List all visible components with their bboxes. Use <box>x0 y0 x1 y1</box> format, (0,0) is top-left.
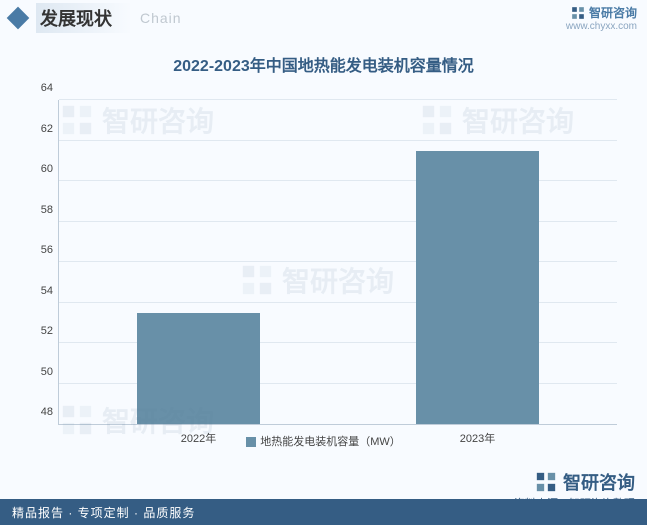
section-title: 发展现状 <box>36 3 132 33</box>
brand-bottom: 智研咨询 <box>535 469 635 495</box>
legend: 地热能发电装机容量（MW） <box>10 433 637 449</box>
footer-bar: 精品报告 · 专项定制 · 品质服务 <box>0 499 647 525</box>
chart-container: 发展现状 Chain 智研咨询 www.chyxx.com 2022-2023年… <box>0 0 647 525</box>
y-tick-label: 54 <box>41 285 53 297</box>
brand-url: www.chyxx.com <box>566 21 637 32</box>
y-tick-label: 50 <box>41 366 53 378</box>
legend-label: 地热能发电装机容量（MW） <box>260 436 401 448</box>
gridline <box>59 140 617 141</box>
brand-name-top: 智研咨询 <box>589 4 637 21</box>
y-tick-label: 52 <box>41 325 53 337</box>
header-diamond-icon <box>7 7 30 30</box>
legend-swatch <box>246 437 256 447</box>
bar <box>137 313 260 424</box>
brand-top: 智研咨询 www.chyxx.com <box>566 4 637 32</box>
y-tick-label: 56 <box>41 244 53 256</box>
bar <box>416 151 539 424</box>
header-bar: 发展现状 Chain <box>0 0 647 36</box>
brand-name-bottom: 智研咨询 <box>563 469 635 495</box>
footer-text: 精品报告 · 专项定制 · 品质服务 <box>12 504 195 521</box>
chart-area: 2022-2023年中国地热能发电装机容量情况 4850525456586062… <box>10 40 637 485</box>
y-tick-label: 60 <box>41 163 53 175</box>
y-tick-label: 64 <box>41 82 53 94</box>
y-tick-label: 58 <box>41 204 53 216</box>
y-tick-label: 62 <box>41 123 53 135</box>
chain-label: Chain <box>140 10 182 26</box>
brand-logo-icon <box>571 6 585 20</box>
brand-logo-icon <box>535 471 557 493</box>
plot-area: 4850525456586062642022年2023年 <box>58 100 617 425</box>
chart-title: 2022-2023年中国地热能发电装机容量情况 <box>10 40 637 84</box>
y-tick-label: 48 <box>41 406 53 418</box>
gridline <box>59 99 617 100</box>
